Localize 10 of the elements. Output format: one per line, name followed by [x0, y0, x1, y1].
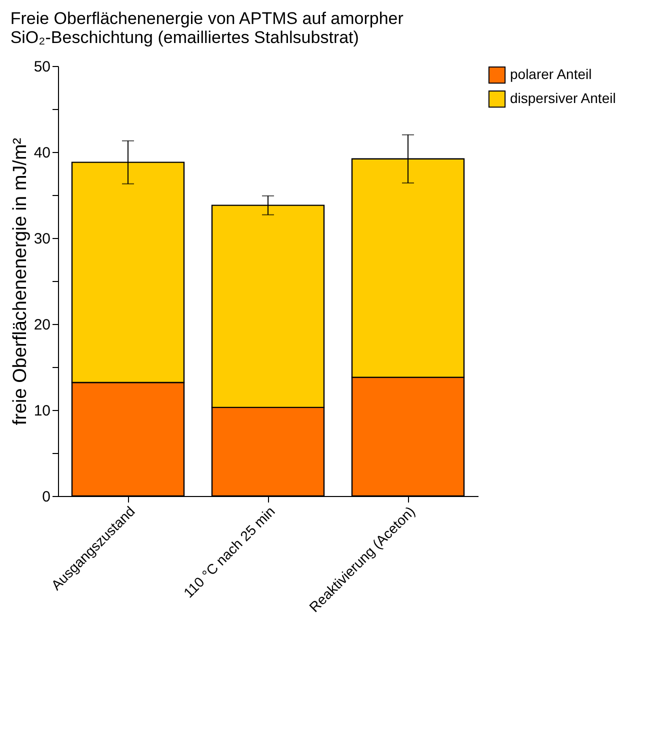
legend-label: dispersiver Anteil: [510, 90, 616, 106]
chart-title: Freie Oberflächenenergie von APTMS auf amorpher SiO₂-Beschichtung (emailliertes Stahlsubstrat): [10, 9, 404, 47]
y-tick-label: 10: [34, 402, 50, 420]
y-tick-label: 30: [34, 230, 50, 248]
y-tick-label: 40: [34, 144, 50, 162]
y-tick-label: 20: [34, 316, 50, 334]
y-tick-label: 0: [42, 488, 50, 506]
legend-label: polarer Anteil: [510, 66, 592, 82]
y-tick-label: 50: [34, 58, 50, 76]
y-axis-title: freie Oberflächenenergie in mJ/m²: [10, 138, 31, 426]
